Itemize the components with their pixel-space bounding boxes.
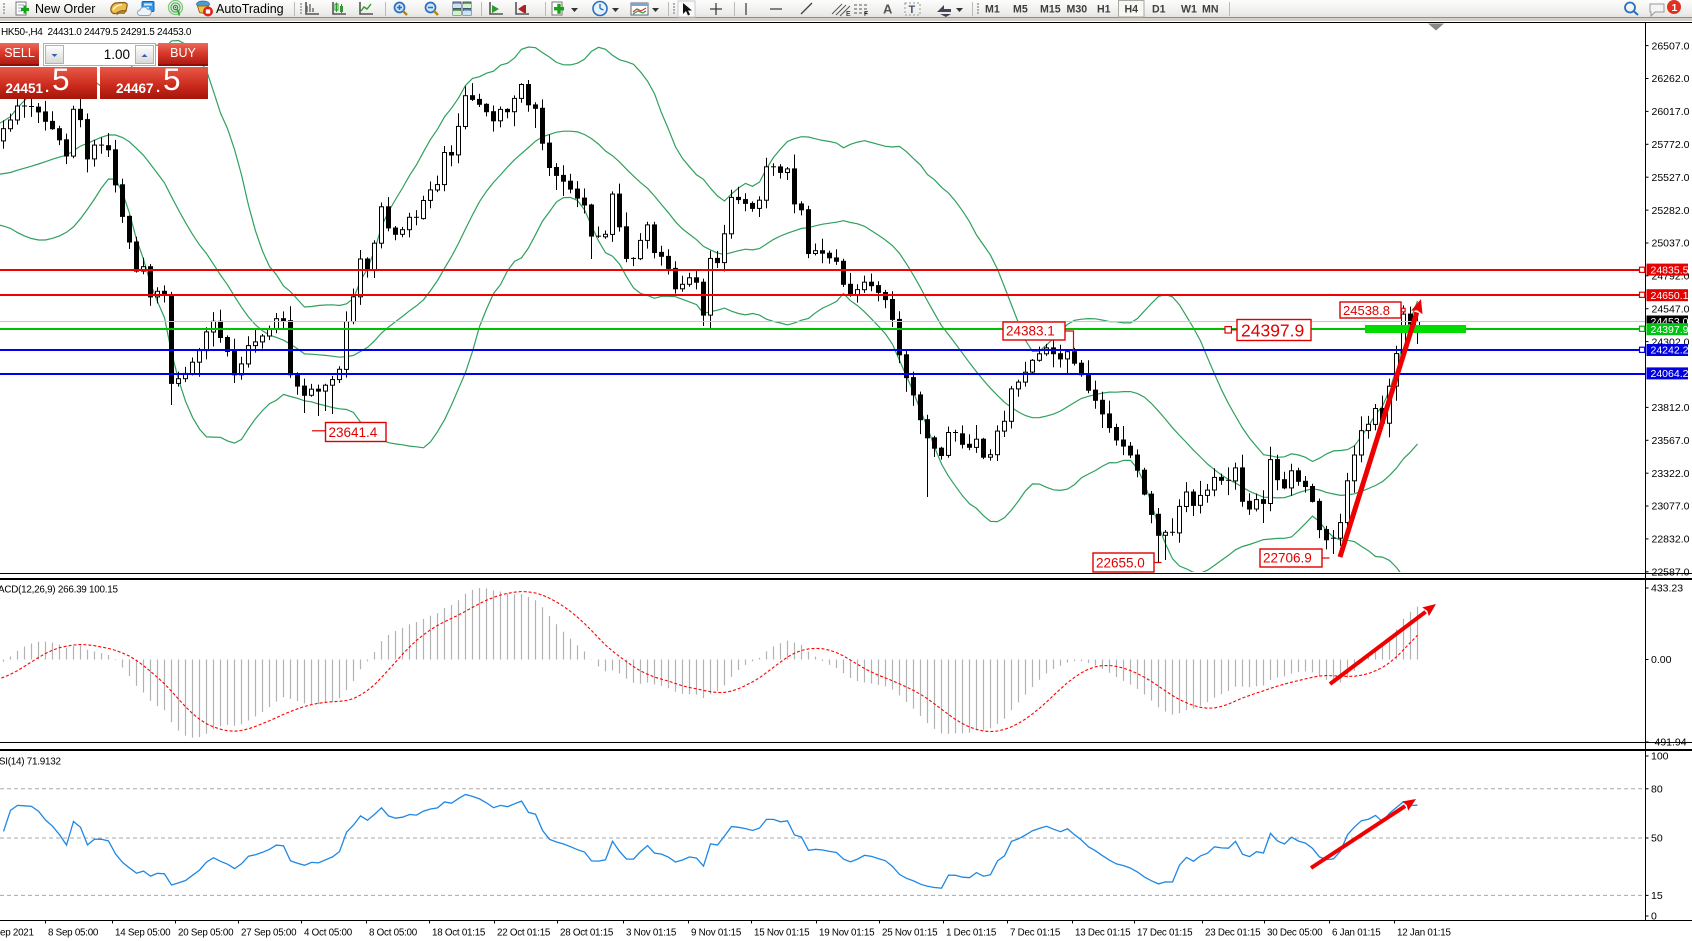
svg-text:24650.1: 24650.1 <box>1651 290 1689 302</box>
svg-text:24242.2: 24242.2 <box>1651 345 1689 357</box>
svg-text:22706.9: 22706.9 <box>1263 551 1312 566</box>
svg-text:E: E <box>846 11 851 18</box>
svg-text:6 Jan 01:15: 6 Jan 01:15 <box>1332 928 1381 939</box>
svg-text:RSI(14) 71.9132: RSI(14) 71.9132 <box>0 757 61 768</box>
svg-text:AutoTrading: AutoTrading <box>216 2 284 16</box>
svg-text:ep 2021: ep 2021 <box>0 928 34 939</box>
svg-text:26507.0: 26507.0 <box>1652 40 1690 52</box>
svg-text:7 Dec 01:15: 7 Dec 01:15 <box>1010 928 1061 939</box>
svg-text:24538.8: 24538.8 <box>1343 303 1390 318</box>
svg-text:3 Nov 01:15: 3 Nov 01:15 <box>626 928 677 939</box>
svg-text:23641.4: 23641.4 <box>329 425 378 440</box>
svg-text:-491.94: -491.94 <box>1651 737 1687 749</box>
svg-text:New Order: New Order <box>35 2 95 16</box>
svg-text:23322.0: 23322.0 <box>1652 468 1690 480</box>
svg-text:A: A <box>883 2 893 17</box>
svg-text:14 Sep 05:00: 14 Sep 05:00 <box>115 928 171 939</box>
svg-text:24397.9: 24397.9 <box>1651 324 1689 336</box>
svg-text:100: 100 <box>1651 751 1669 763</box>
svg-text:4 Oct 05:00: 4 Oct 05:00 <box>304 928 353 939</box>
svg-text:25282.0: 25282.0 <box>1652 205 1690 217</box>
svg-text:24383.1: 24383.1 <box>1006 324 1055 339</box>
svg-text:M1: M1 <box>985 4 1000 16</box>
svg-text:25 Nov 01:15: 25 Nov 01:15 <box>882 928 938 939</box>
svg-text:23077.0: 23077.0 <box>1652 501 1690 513</box>
svg-text:23812.0: 23812.0 <box>1652 402 1690 414</box>
svg-text:24064.2: 24064.2 <box>1651 368 1689 380</box>
svg-text:27 Sep 05:00: 27 Sep 05:00 <box>241 928 297 939</box>
svg-text:433.23: 433.23 <box>1651 583 1683 595</box>
svg-text:H4: H4 <box>1125 4 1139 16</box>
svg-text:50: 50 <box>1651 833 1663 845</box>
svg-text:F: F <box>864 11 868 18</box>
svg-text:22587.0: 22587.0 <box>1652 567 1690 579</box>
svg-text:MACD(12,26,9) 266.39 100.15: MACD(12,26,9) 266.39 100.15 <box>0 585 119 596</box>
svg-text:25772.0: 25772.0 <box>1652 139 1690 151</box>
svg-text:M5: M5 <box>1013 4 1028 16</box>
svg-text:30 Dec 05:00: 30 Dec 05:00 <box>1267 928 1323 939</box>
svg-text:24397.9: 24397.9 <box>1241 321 1304 341</box>
svg-text:12 Jan 01:15: 12 Jan 01:15 <box>1397 928 1451 939</box>
svg-text:25037.0: 25037.0 <box>1652 238 1690 250</box>
svg-text:1 Dec 01:15: 1 Dec 01:15 <box>946 928 997 939</box>
svg-text:8 Sep 05:00: 8 Sep 05:00 <box>48 928 99 939</box>
svg-text:22655.0: 22655.0 <box>1096 556 1145 571</box>
svg-text:M30: M30 <box>1067 4 1088 16</box>
svg-text:28 Oct 01:15: 28 Oct 01:15 <box>560 928 614 939</box>
svg-text:25527.0: 25527.0 <box>1652 172 1690 184</box>
svg-text:26262.0: 26262.0 <box>1652 73 1690 85</box>
svg-text:15 Nov 01:15: 15 Nov 01:15 <box>754 928 810 939</box>
svg-text:17 Dec 01:15: 17 Dec 01:15 <box>1137 928 1193 939</box>
svg-text:9 Nov 01:15: 9 Nov 01:15 <box>691 928 742 939</box>
svg-text:MN: MN <box>1202 4 1218 16</box>
svg-text:1: 1 <box>1672 2 1678 14</box>
svg-text:W1: W1 <box>1181 4 1197 16</box>
svg-text:24835.5: 24835.5 <box>1651 264 1689 276</box>
svg-text:0: 0 <box>1651 911 1657 923</box>
svg-text:8 Oct 05:00: 8 Oct 05:00 <box>369 928 418 939</box>
svg-text:24547.0: 24547.0 <box>1652 303 1690 315</box>
svg-text:22 Oct 01:15: 22 Oct 01:15 <box>497 928 551 939</box>
svg-text:D1: D1 <box>1152 4 1166 16</box>
svg-text:H1: H1 <box>1097 4 1111 16</box>
svg-text:23567.0: 23567.0 <box>1652 435 1690 447</box>
svg-text:13 Dec 01:15: 13 Dec 01:15 <box>1075 928 1131 939</box>
svg-text:26017.0: 26017.0 <box>1652 106 1690 118</box>
svg-text:23 Dec 01:15: 23 Dec 01:15 <box>1205 928 1261 939</box>
svg-text:20 Sep 05:00: 20 Sep 05:00 <box>178 928 234 939</box>
svg-text:80: 80 <box>1651 784 1663 796</box>
svg-text:0.00: 0.00 <box>1651 654 1672 666</box>
svg-text:19 Nov 01:15: 19 Nov 01:15 <box>819 928 875 939</box>
svg-text:18 Oct 01:15: 18 Oct 01:15 <box>432 928 486 939</box>
svg-text:22832.0: 22832.0 <box>1652 534 1690 546</box>
svg-text:T: T <box>909 4 916 16</box>
svg-text:15: 15 <box>1651 890 1663 902</box>
svg-text:M15: M15 <box>1040 4 1061 16</box>
